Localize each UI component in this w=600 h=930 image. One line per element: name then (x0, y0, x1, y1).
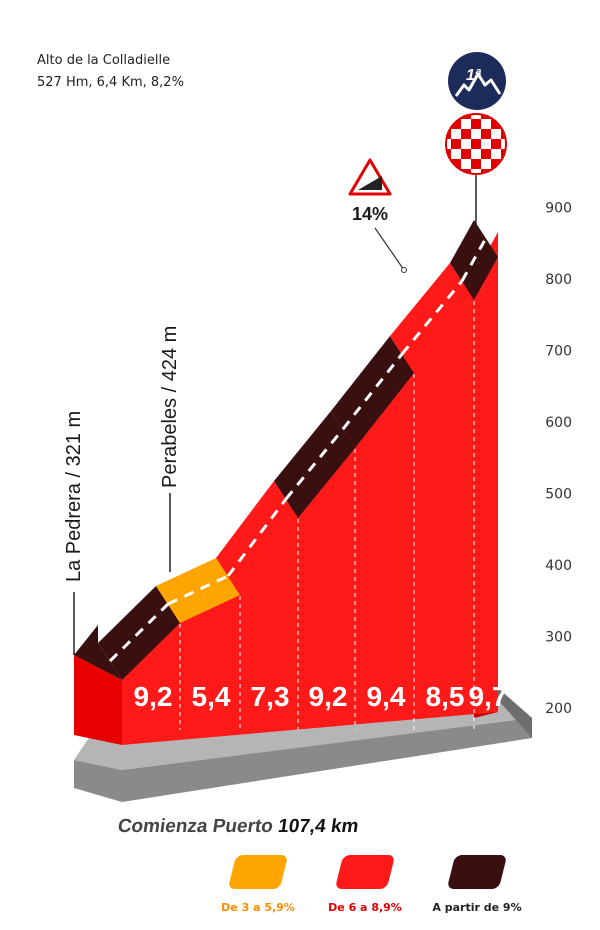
waypoint-la-pedrera: La Pedrera / 321 m (63, 411, 85, 655)
max-gradient-marker: 14% (348, 158, 407, 273)
legend-swatch (446, 855, 508, 889)
legend-item-mid: De 6 a 8,9% (300, 855, 430, 914)
segment-gradient-label: 9,2 (134, 681, 173, 712)
segment-gradient-label: 8,5 (426, 681, 465, 712)
segment-gradient-label: 5,4 (192, 681, 231, 712)
legend-swatch (227, 855, 289, 889)
segment-gradient-label: 9,7 (469, 681, 508, 712)
segment-dividers (179, 285, 475, 730)
y-tick-label: 600 (545, 415, 572, 431)
segment-strip (156, 558, 240, 623)
profile-base-side (498, 688, 532, 738)
segment-strip (74, 625, 122, 680)
category-label: 1ª (466, 67, 482, 84)
checkered-flag-icon (446, 114, 506, 174)
start-label: Comienza Puerto 107,4 km (116, 816, 360, 837)
road-center-line (460, 237, 488, 282)
climb-stats: 527 Hm, 6,4 Km, 8,2% (37, 75, 184, 90)
road-center-line (341, 353, 404, 430)
legend-swatch (334, 855, 396, 889)
y-tick-label: 300 (545, 630, 572, 646)
climb-name: Alto de la Colladielle (37, 53, 171, 68)
legend-label: A partir de 9% (432, 901, 522, 914)
segment-gradient-label: 7,3 (251, 681, 290, 712)
finish-flag (445, 113, 507, 232)
chart-title: Alto de la Colladielle 527 Hm, 6,4 Km, 8… (37, 50, 184, 94)
start-km: 107,4 km (277, 816, 360, 837)
y-tick-label: 200 (545, 701, 572, 717)
profile-left-face (74, 655, 122, 745)
max-gradient-label: 14% (352, 204, 388, 224)
legend-label: De 6 a 8,9% (328, 901, 402, 914)
road-center-line (108, 602, 170, 663)
road-center-lines (108, 237, 488, 663)
slope-mark (358, 176, 382, 190)
segment-strip (216, 481, 298, 595)
y-tick-label: 500 (545, 487, 572, 503)
waypoint-label: Perabeles / 424 m (159, 326, 181, 488)
road-center-line (400, 280, 464, 355)
profile-base-front (74, 718, 532, 802)
road-center-line (167, 574, 229, 606)
altitude-axis: 200 300 400 500 600 700 800 900 (545, 201, 572, 718)
y-tick-label: 800 (545, 272, 572, 288)
category-badge: 1ª (448, 52, 506, 110)
segment-strip (331, 336, 414, 448)
road-center-line (284, 428, 345, 500)
legend-item-high: A partir de 9% (412, 855, 542, 914)
y-tick-label: 400 (545, 558, 572, 574)
road-center-line (226, 498, 288, 577)
segment-gradient-label: 9,4 (367, 681, 406, 712)
waypoint-perabeles: Perabeles / 424 m (159, 326, 181, 572)
waypoint-label: La Pedrera / 321 m (63, 411, 85, 582)
legend-label: De 3 a 5,9% (221, 901, 295, 914)
segment-gradient-labels: 9,2 5,4 7,3 9,2 9,4 8,5 9,7 (134, 681, 508, 712)
y-tick-label: 900 (545, 201, 572, 217)
mountain-icon (454, 72, 502, 97)
legend-item-low: De 3 a 5,9% (193, 855, 323, 914)
segment-gradient-label: 9,2 (309, 681, 348, 712)
y-tick-label: 700 (545, 344, 572, 360)
